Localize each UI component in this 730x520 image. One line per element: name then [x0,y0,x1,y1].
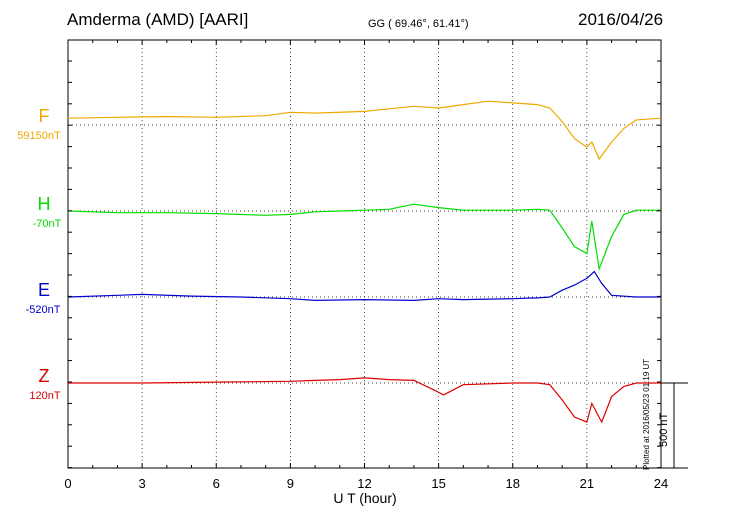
plotted-note: Plotted at 2016/05/23 01:19 UT [642,358,651,470]
x-tick-label: 24 [654,476,668,491]
baseline-label-f: 59150nT [17,130,61,142]
component-label-e: E [37,280,50,300]
series-line-h [67,203,661,272]
x-tick-label: 21 [580,476,594,491]
station-title: Amderma (AMD) [AARI] [67,10,249,29]
x-tick-label: 0 [64,476,71,491]
series-line-z [68,377,661,424]
component-label-h: H [37,194,51,214]
x-tick-label: 12 [357,476,371,491]
series-line-e [67,270,661,302]
x-tick-label: 18 [506,476,520,491]
series-layer [67,100,662,424]
series-line-f [67,100,662,161]
component-label-f: F [38,106,50,126]
x-axis-label: U T (hour) [333,490,397,506]
scale-label: 500 nT [658,412,670,447]
coordinate-label: GG ( 69.46°, 61.41°) [368,18,469,30]
x-tick-label: 6 [213,476,220,491]
x-tick-label: 3 [139,476,146,491]
x-tick-label: 15 [431,476,445,491]
baseline-label-e: -520nT [25,304,61,316]
component-label-z: Z [38,366,50,386]
baseline-label-z: 120nT [29,390,61,402]
date-label: 2016/04/26 [578,10,664,29]
scale-bar [661,382,688,469]
baseline-label-h: -70nT [32,218,62,230]
grid-lines [141,40,588,468]
x-tick-label: 9 [287,476,294,491]
x-axis-ticks: 0 3 6 9 12 15 18 21 24 [64,40,668,491]
